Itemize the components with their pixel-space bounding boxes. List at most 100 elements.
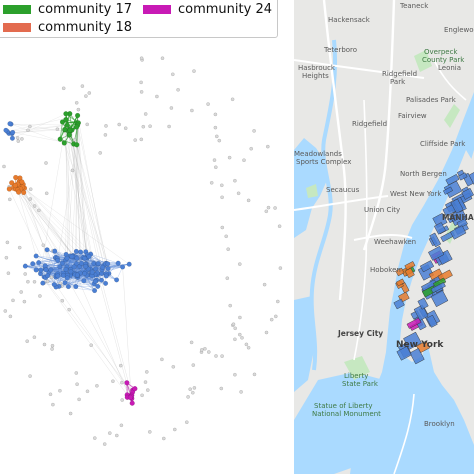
isolated-node	[264, 209, 269, 214]
isolated-node	[237, 332, 242, 337]
graph-edge	[54, 250, 81, 274]
isolated-node	[139, 90, 144, 94]
node-community-blue	[81, 278, 87, 284]
node-community-blue	[68, 269, 74, 275]
graph-edge	[32, 263, 128, 396]
graph-edge	[69, 129, 99, 264]
isolated-node	[5, 240, 10, 245]
isolated-node	[161, 436, 166, 441]
isolated-node	[117, 122, 121, 127]
graph-edge	[7, 124, 68, 132]
graph-edge	[10, 123, 68, 126]
isolated-node	[32, 279, 37, 284]
isolated-node	[28, 197, 33, 201]
isolated-node	[214, 134, 219, 139]
graph-edge	[62, 258, 85, 264]
isolated-node	[38, 294, 42, 298]
node-community-blue	[64, 255, 70, 261]
community-parcel	[442, 186, 453, 195]
isolated-node	[238, 315, 242, 320]
node-community-blue	[55, 273, 61, 279]
legend-label-community-24: community 24	[178, 1, 272, 17]
isolated-node	[108, 431, 112, 435]
isolated-node	[28, 374, 32, 378]
isolated-node	[28, 124, 32, 129]
community-parcel	[468, 169, 474, 186]
community-parcel	[396, 346, 412, 361]
graph-edge	[64, 129, 96, 275]
graph-edge	[64, 142, 108, 264]
map-label-liberty: Liberty	[344, 372, 369, 380]
graph-edge	[77, 115, 106, 264]
node-community-blue	[86, 253, 92, 259]
node-community-24	[127, 394, 133, 401]
graph-edge	[64, 282, 95, 291]
node-community-blue	[115, 260, 121, 266]
map-label-hasbrouck: Hasbrouck	[298, 64, 335, 72]
map-label-englewood: Englewood	[444, 26, 474, 34]
graph-edge	[17, 189, 74, 256]
node-community-17	[74, 112, 81, 119]
isolated-node	[49, 275, 54, 280]
community-parcel	[409, 348, 425, 365]
isolated-node	[75, 382, 79, 387]
isolated-node	[25, 339, 30, 344]
community-parcel	[404, 267, 415, 279]
isolated-node	[220, 195, 224, 200]
isolated-node	[17, 245, 22, 250]
isolated-node	[252, 372, 257, 377]
isolated-node	[67, 307, 71, 312]
isolated-node	[119, 363, 123, 368]
community-parcel	[413, 304, 429, 321]
graph-edge	[12, 113, 66, 139]
node-community-17	[73, 124, 80, 130]
isolated-node	[16, 139, 21, 143]
node-community-17	[74, 142, 80, 148]
highway-route3	[294, 195, 389, 211]
community-parcel	[426, 314, 438, 328]
isolated-node	[262, 282, 267, 287]
graph-edge	[76, 126, 81, 274]
legend: community 17 community 24 community 18	[0, 0, 278, 38]
community-parcel	[461, 187, 474, 200]
community-parcels	[393, 169, 474, 365]
isolated-node	[233, 337, 237, 342]
isolated-node	[176, 88, 180, 92]
node-community-blue	[103, 273, 109, 279]
node-community-blue	[36, 260, 42, 266]
isolated-node	[45, 279, 50, 284]
highway-nj-turnpike	[322, 0, 347, 301]
isolated-node	[277, 224, 282, 228]
graph-edge	[25, 265, 105, 267]
legend-swatch-community-18	[3, 22, 31, 32]
isolated-node	[219, 386, 224, 391]
legend-item-community-17: community 17	[3, 1, 132, 17]
node-community-blue	[92, 278, 98, 284]
graph-edge	[54, 250, 95, 291]
isolated-node	[89, 343, 93, 348]
graph-edge	[77, 125, 109, 269]
isolated-node	[120, 398, 124, 402]
queens-land	[442, 240, 474, 420]
isolated-node	[228, 303, 232, 308]
graph-edge	[116, 266, 123, 281]
isolated-node	[244, 342, 249, 347]
isolated-node	[160, 357, 164, 362]
graph-edge	[35, 255, 132, 396]
node-community-blue	[105, 266, 111, 272]
graph-edge	[66, 113, 70, 267]
graph-edge	[108, 263, 119, 274]
isolated-node	[87, 91, 92, 95]
node-community-blue	[82, 255, 88, 261]
node-community-blue	[33, 267, 39, 273]
isolated-node	[2, 164, 6, 169]
map-label-heights: Heights	[302, 72, 329, 80]
node-community-blue	[120, 264, 126, 270]
overpeck-park	[414, 50, 432, 72]
isolated-node	[44, 161, 48, 165]
node-community-blue	[59, 260, 65, 266]
isolated-node	[11, 298, 15, 303]
isolated-node	[48, 392, 53, 397]
isolated-node	[190, 108, 194, 113]
palisades-park-green	[444, 104, 460, 128]
